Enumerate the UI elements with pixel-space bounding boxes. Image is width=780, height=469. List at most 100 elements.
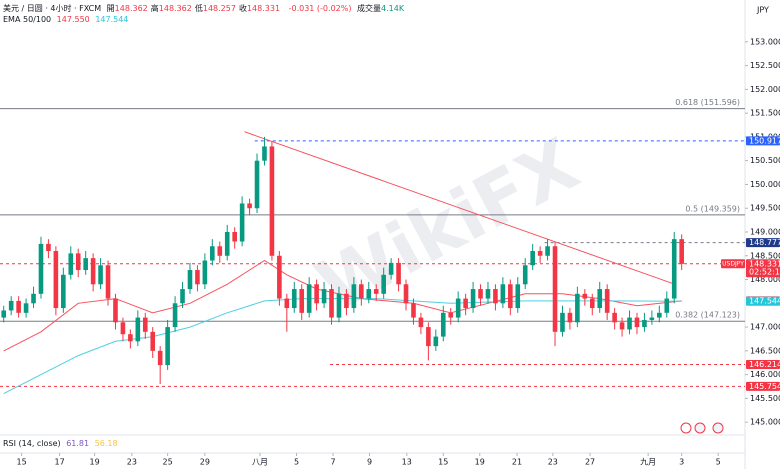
candle-body [470, 289, 476, 309]
candle-body [463, 298, 468, 309]
price-tag-label: 148.331 [749, 259, 780, 268]
candle-body [1, 310, 7, 318]
candle-body [448, 312, 454, 318]
candle-body [575, 293, 580, 323]
event-icon [680, 422, 692, 434]
candle-body [411, 303, 416, 318]
x-tick-label: 19 [475, 458, 485, 467]
candle-body [359, 284, 364, 299]
field-value: 148.362 [158, 4, 192, 13]
level-label: 0.618 (151.596) [675, 98, 740, 107]
candle-body [545, 246, 550, 256]
candle-body [381, 274, 386, 294]
price-tag [746, 359, 780, 369]
x-tick-label: 23 [127, 458, 137, 467]
header: 美元 / 日圆 · 4小时 · FXCM 開148.362 高148.362 低14… [3, 3, 407, 14]
x-tick-label: 19 [90, 458, 100, 467]
candle-body [269, 146, 275, 256]
rsi-value: 61.81 [66, 439, 90, 448]
ema-line [3, 298, 682, 395]
y-tick-label: 145.500 [750, 394, 780, 403]
candle-body [68, 253, 74, 275]
candle-body [314, 284, 319, 304]
candle-body [210, 246, 215, 261]
candle-body [83, 258, 88, 271]
level-label: 0.5 (149.359) [685, 204, 740, 213]
candle-body [75, 253, 81, 271]
x-tick-label: 13 [402, 458, 412, 467]
y-tick-label: 151.500 [750, 109, 780, 118]
candle-body [150, 331, 156, 351]
price-tag [746, 296, 780, 306]
field-value: 148.257 [202, 4, 236, 13]
candle-body [187, 270, 193, 290]
candle-body [8, 300, 14, 311]
candle-body [530, 251, 535, 266]
field-value: 148.331 [246, 4, 281, 13]
y-tick-label: 147.000 [750, 323, 780, 332]
price-tag-label: 145.754 [749, 382, 780, 391]
candle-body [172, 303, 178, 328]
candle-body [329, 289, 334, 318]
x-tick-label: 21 [512, 458, 522, 467]
field-key: 收 [238, 4, 247, 13]
y-tick-label: 148.500 [750, 251, 780, 260]
candle-body [642, 319, 647, 328]
event-icon [712, 422, 724, 434]
symbol-label: USDJPY [722, 260, 744, 267]
price-tag [746, 259, 780, 278]
change: -0.031 (-0.02%) [288, 4, 352, 13]
candle-body [53, 251, 59, 309]
x-tick-label: 3 [679, 458, 684, 467]
candle-body [247, 203, 252, 209]
y-tick-label: 149.000 [750, 228, 780, 237]
field-key: 低 [194, 4, 203, 13]
candle-body [142, 317, 148, 332]
event-icon [694, 422, 706, 434]
y-tick-label: 153.000 [750, 37, 780, 46]
price-tag [746, 381, 780, 391]
ema-value: 147.544 [95, 15, 129, 24]
x-tick-label: 15 [17, 458, 27, 467]
price-tag-label: 146.214 [749, 360, 780, 369]
ema-legend: EMA 50/100 147.550 147.544 [3, 15, 131, 24]
candle-body [38, 243, 44, 294]
candle-body [46, 243, 51, 252]
x-tick-label: 15 [438, 458, 448, 467]
x-tick-label: 25 [163, 458, 173, 467]
candle-body [128, 334, 133, 342]
candle-body [649, 317, 655, 320]
candle-body [232, 232, 237, 242]
candle-body [31, 293, 36, 304]
symbol-tag [721, 259, 745, 269]
candle-body [589, 298, 595, 309]
candle-body [440, 312, 446, 337]
x-tick-label: 九月 [640, 458, 656, 467]
y-tick-label: 149.500 [750, 204, 780, 213]
candle-body [61, 274, 66, 309]
candle-body [113, 298, 118, 323]
y-tick-label: 152.000 [750, 85, 780, 94]
price-tag-label: 148.777 [749, 238, 780, 247]
candle-body [165, 327, 170, 366]
candle-body [604, 289, 610, 313]
candle-body [657, 312, 662, 318]
candle-body [321, 289, 327, 304]
price-tag [746, 136, 780, 146]
candle-body [567, 312, 573, 323]
candle-body [664, 298, 670, 313]
candle-body [120, 322, 126, 335]
candle-body [254, 160, 260, 209]
candle-body [98, 265, 103, 285]
currency: JPY [756, 6, 769, 15]
ohlc-fields: 開148.362 高148.362 低148.257 收148.331 [107, 4, 283, 13]
candle-body [195, 270, 200, 285]
x-tick-label: 9 [367, 458, 372, 467]
candle-body [388, 262, 394, 275]
candle-body [500, 284, 506, 304]
candle-body [493, 289, 498, 304]
y-tick-label: 145.000 [750, 418, 780, 427]
candle-body [180, 289, 185, 304]
candle-body [224, 232, 230, 256]
